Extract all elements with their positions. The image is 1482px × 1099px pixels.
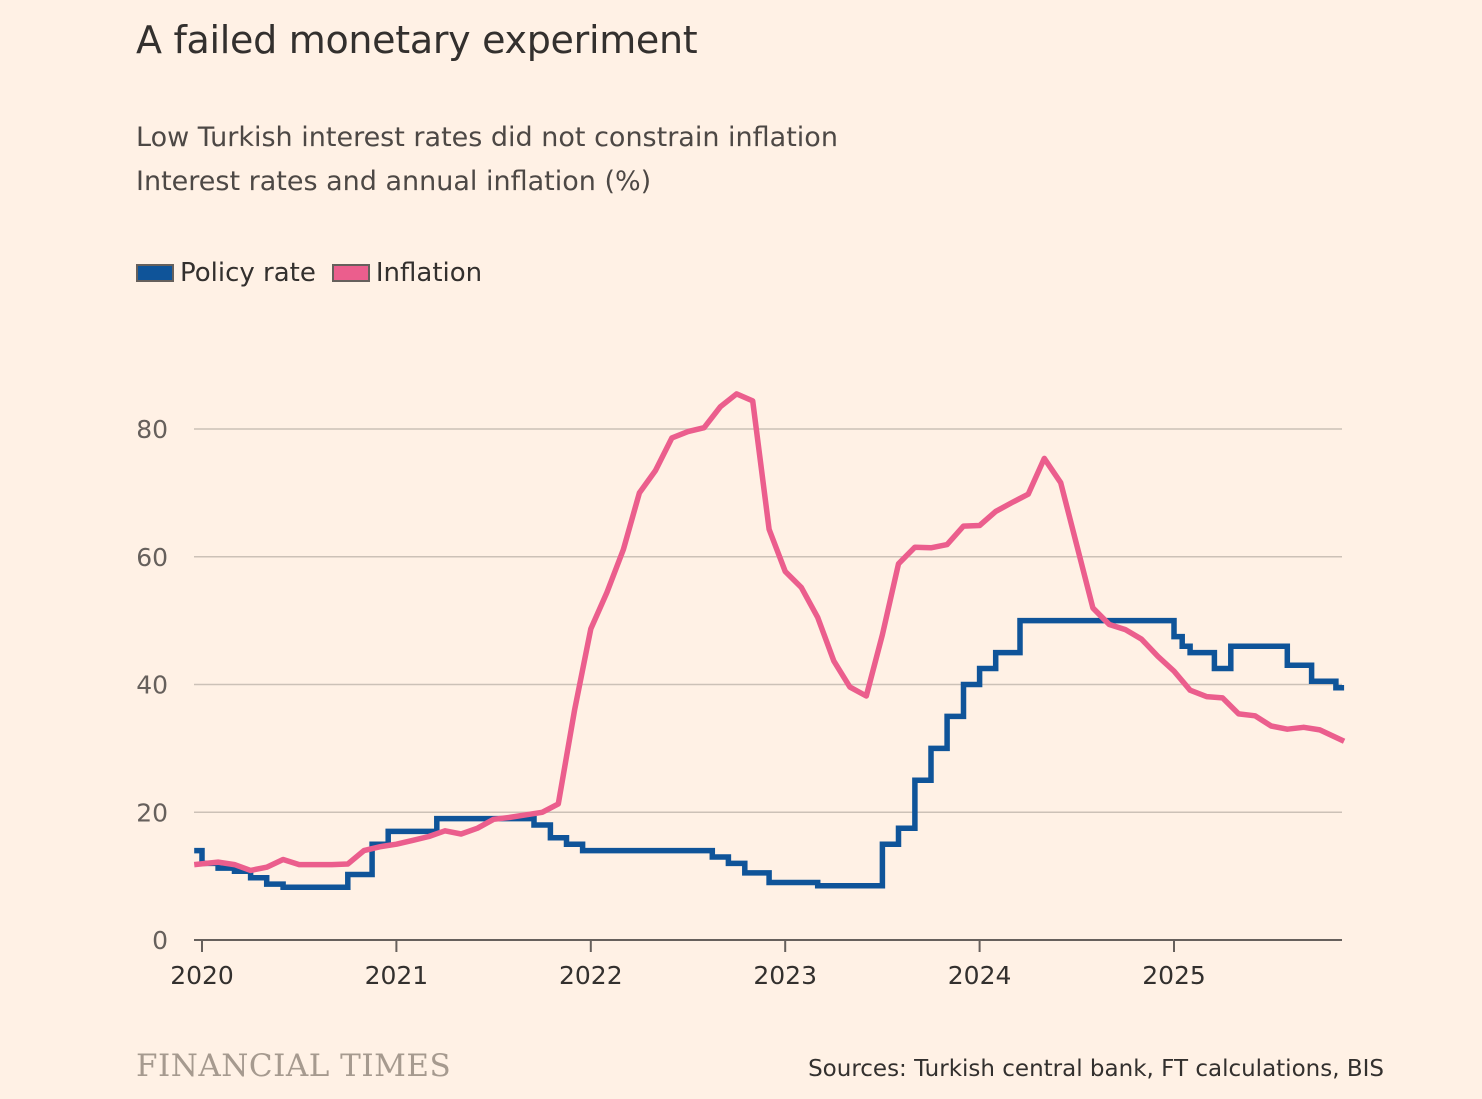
y-tick-label: 60 — [136, 543, 168, 572]
y-tick-label: 80 — [136, 415, 168, 444]
chart-subtitle: Low Turkish interest rates did not const… — [136, 116, 838, 204]
source-note: Sources: Turkish central bank, FT calcul… — [808, 1056, 1384, 1082]
legend-label-inflation: Inflation — [375, 258, 483, 288]
x-tick-label: 2022 — [559, 961, 623, 990]
series-line-inflation — [193, 391, 1346, 874]
subtitle-line-2: Interest rates and annual inflation (%) — [136, 166, 652, 197]
x-tick-label: 2023 — [753, 961, 817, 990]
subtitle-line-1: Low Turkish interest rates did not const… — [136, 122, 838, 153]
y-tick-label: 0 — [152, 926, 168, 955]
x-tick-label: 2021 — [365, 961, 429, 990]
legend-swatch-policy-rate — [136, 264, 174, 282]
y-tick-label: 20 — [136, 798, 168, 827]
series-line-policy-rate — [194, 617, 1345, 891]
y-tick-label: 40 — [136, 671, 168, 700]
legend-item-policy-rate: Policy rate — [136, 258, 316, 288]
chart-title: A failed monetary experiment — [136, 18, 698, 62]
legend-item-inflation: Inflation — [331, 258, 483, 288]
x-tick-label: 2020 — [170, 961, 234, 990]
ft-logo: FINANCIAL TIMES — [136, 1048, 452, 1084]
legend: Policy rate Inflation — [136, 258, 482, 288]
x-tick-label: 2024 — [948, 961, 1012, 990]
legend-label-policy-rate: Policy rate — [180, 258, 316, 288]
x-tick-label: 2025 — [1142, 961, 1206, 990]
legend-swatch-inflation — [331, 264, 370, 282]
